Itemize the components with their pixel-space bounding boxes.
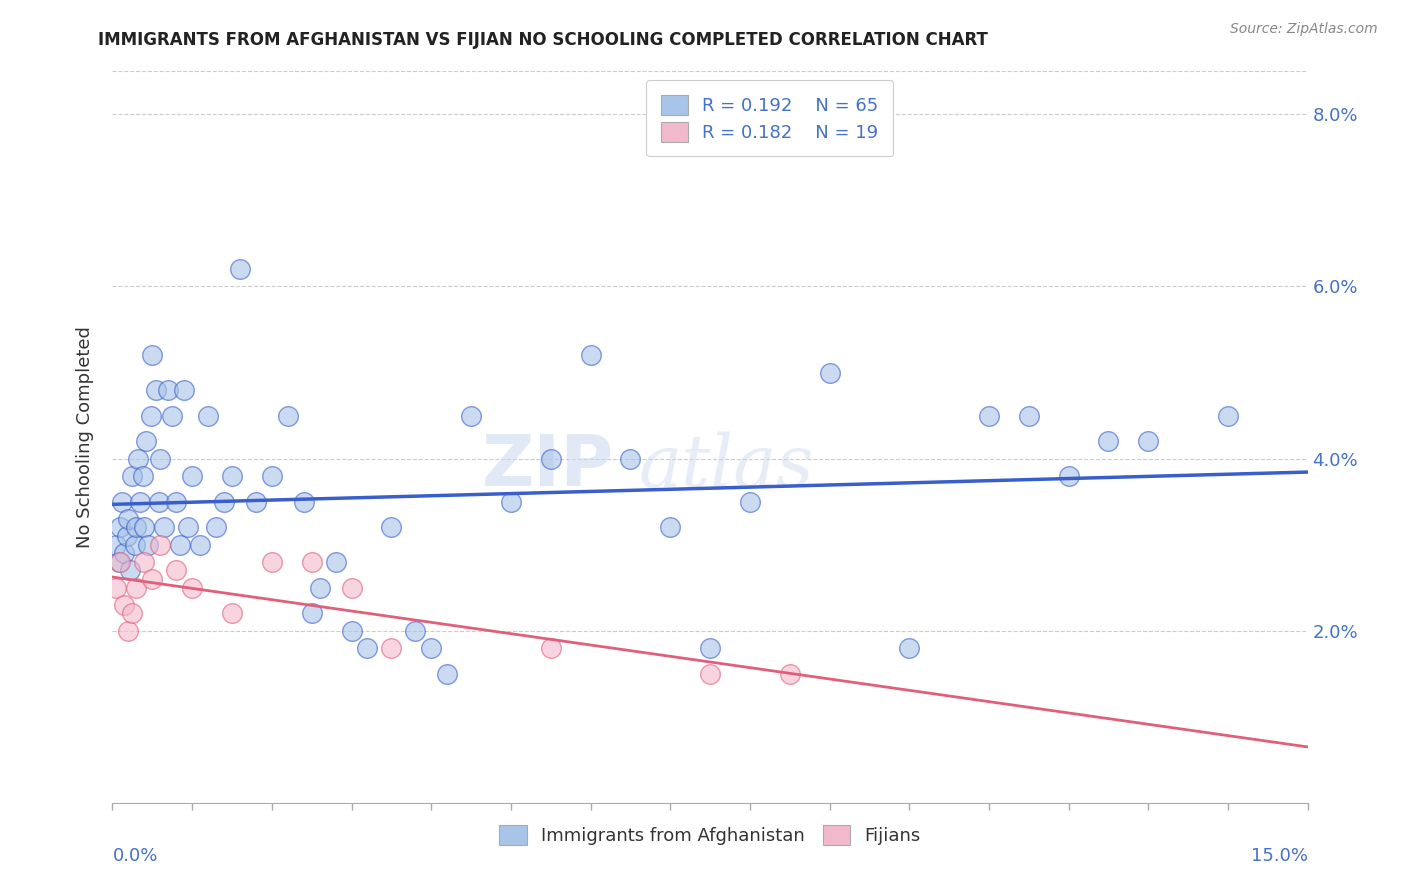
Point: [138, 538, 160, 552]
Point: [340, 581, 363, 595]
Point: [325, 555, 347, 569]
Point: [1018, 409, 1040, 423]
Point: [356, 640, 378, 655]
Point: [121, 468, 143, 483]
Point: [117, 512, 139, 526]
Point: [221, 468, 243, 483]
Point: [380, 520, 402, 534]
Point: [105, 581, 128, 595]
Point: [114, 598, 135, 612]
Point: [173, 383, 195, 397]
Point: [699, 640, 721, 655]
Point: [165, 564, 187, 578]
Point: [108, 555, 131, 569]
Point: [380, 640, 402, 655]
Point: [141, 572, 163, 586]
Point: [499, 494, 522, 508]
Point: [699, 666, 721, 681]
Point: [197, 409, 219, 423]
Point: [540, 451, 562, 466]
Point: [301, 607, 323, 621]
Point: [127, 451, 149, 466]
Point: [460, 409, 482, 423]
Point: [149, 451, 172, 466]
Point: [111, 494, 134, 508]
Point: [659, 520, 682, 534]
Point: [121, 607, 143, 621]
Point: [115, 529, 138, 543]
Point: [977, 409, 1000, 423]
Point: [181, 468, 204, 483]
Point: [114, 546, 135, 560]
Point: [153, 520, 176, 534]
Y-axis label: No Schooling Completed: No Schooling Completed: [76, 326, 94, 548]
Point: [162, 409, 183, 423]
Point: [132, 468, 155, 483]
Point: [260, 468, 283, 483]
Point: [308, 581, 330, 595]
Point: [165, 494, 187, 508]
Point: [110, 555, 132, 569]
Point: [738, 494, 761, 508]
Legend: Immigrants from Afghanistan, Fijians: Immigrants from Afghanistan, Fijians: [485, 811, 935, 860]
Point: [134, 520, 156, 534]
Point: [260, 555, 283, 569]
Point: [1137, 434, 1160, 449]
Point: [436, 666, 458, 681]
Point: [118, 564, 141, 578]
Point: [124, 538, 146, 552]
Point: [117, 624, 139, 638]
Text: 0.0%: 0.0%: [112, 847, 157, 864]
Point: [181, 581, 204, 595]
Point: [301, 555, 323, 569]
Point: [129, 494, 152, 508]
Point: [188, 538, 211, 552]
Point: [404, 624, 426, 638]
Text: atlas: atlas: [638, 431, 814, 501]
Point: [149, 538, 172, 552]
Point: [125, 520, 148, 534]
Point: [540, 640, 562, 655]
Point: [245, 494, 267, 508]
Point: [169, 538, 191, 552]
Point: [205, 520, 228, 534]
Point: [292, 494, 315, 508]
Text: Source: ZipAtlas.com: Source: ZipAtlas.com: [1230, 22, 1378, 37]
Point: [277, 409, 299, 423]
Point: [177, 520, 200, 534]
Point: [420, 640, 443, 655]
Point: [105, 538, 128, 552]
Point: [340, 624, 363, 638]
Point: [898, 640, 921, 655]
Point: [157, 383, 180, 397]
Text: ZIP: ZIP: [482, 432, 614, 500]
Point: [579, 348, 602, 362]
Point: [619, 451, 641, 466]
Point: [125, 581, 148, 595]
Point: [145, 383, 167, 397]
Text: 15.0%: 15.0%: [1250, 847, 1308, 864]
Point: [110, 520, 132, 534]
Point: [141, 348, 163, 362]
Point: [134, 555, 156, 569]
Point: [148, 494, 170, 508]
Point: [818, 366, 841, 380]
Point: [221, 607, 243, 621]
Point: [212, 494, 235, 508]
Point: [135, 434, 157, 449]
Point: [1097, 434, 1119, 449]
Text: IMMIGRANTS FROM AFGHANISTAN VS FIJIAN NO SCHOOLING COMPLETED CORRELATION CHART: IMMIGRANTS FROM AFGHANISTAN VS FIJIAN NO…: [98, 31, 988, 49]
Point: [1057, 468, 1080, 483]
Point: [139, 409, 162, 423]
Point: [779, 666, 801, 681]
Point: [229, 262, 252, 277]
Point: [1216, 409, 1239, 423]
